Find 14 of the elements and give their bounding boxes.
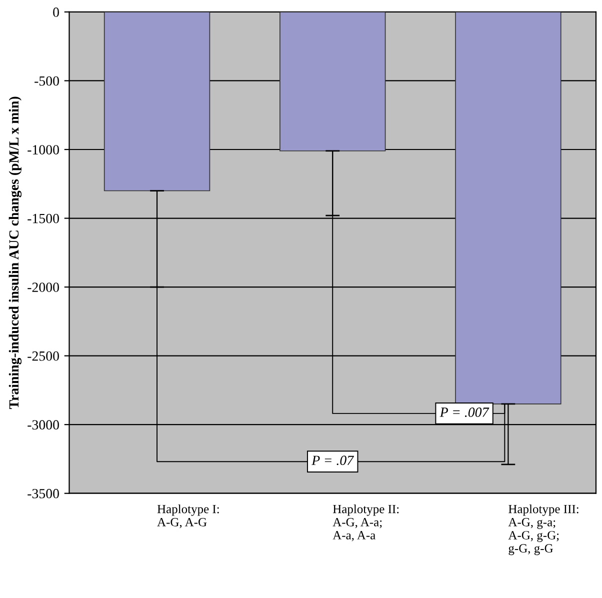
y-tick-label: -2500 <box>28 351 59 361</box>
y-tick-label: 0 <box>53 8 59 17</box>
y-tick-label: -1000 <box>28 145 59 154</box>
y-tick-label: -3500 <box>28 488 59 498</box>
x-tick-label: Haplotype II: A-G, A-a; A-a, A-a <box>332 504 399 542</box>
x-tick-label: Haplotype I: A-G, A-G <box>157 504 219 528</box>
y-tick-label: -500 <box>34 76 59 86</box>
x-tick-label: Haplotype III: A-G, g-a; A-G, g-G; g-G, g-G <box>508 504 578 556</box>
y-tick-label: -3000 <box>28 420 59 430</box>
y-tick-label: -2000 <box>28 282 59 292</box>
y-axis-title: Training-induced insulin AUC changes (pM/L x min) <box>8 96 22 409</box>
annotation: P = .07 <box>312 456 354 466</box>
y-tick-label: -1500 <box>28 214 59 224</box>
annotation: P = .007 <box>440 408 490 417</box>
